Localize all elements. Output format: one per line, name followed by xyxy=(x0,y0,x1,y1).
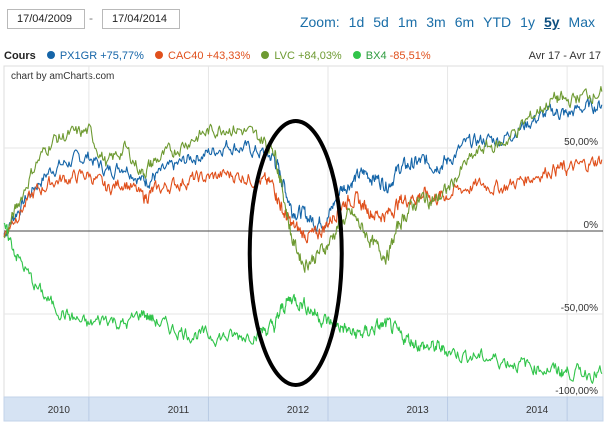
date-range-label: Avr 17 - Avr 17 xyxy=(528,50,601,62)
legend-marker-icon xyxy=(261,51,270,59)
zoom-label: Zoom: xyxy=(299,14,340,30)
legend-entry-bx4[interactable]: BX4 -85,51% xyxy=(352,50,431,62)
legend-change: -85,51% xyxy=(389,50,431,62)
y-axis-tick-label: -50,00% xyxy=(561,303,598,314)
zoom-6m[interactable]: 6m xyxy=(454,14,475,30)
x-axis-tick-label: 2011 xyxy=(168,405,190,416)
zoom-5y[interactable]: 5y xyxy=(543,14,560,30)
legend-marker-icon xyxy=(155,51,163,59)
legend: Cours PX1GR +75,77% CAC40 +43,33% LVC +8… xyxy=(4,50,439,62)
y-axis-tick-label: 50,00% xyxy=(564,137,598,148)
zoom-5d[interactable]: 5d xyxy=(373,14,389,30)
legend-label: BX4 xyxy=(365,50,387,62)
series-line-cac40 xyxy=(3,155,603,244)
zoom-1y[interactable]: 1y xyxy=(520,14,535,30)
zoom-max[interactable]: Max xyxy=(568,14,595,30)
legend-change: +75,77% xyxy=(100,50,144,62)
start-date-input[interactable]: 17/04/2009 xyxy=(7,9,85,29)
date-separator: - xyxy=(89,11,93,25)
y-axis-tick-label: 0% xyxy=(584,220,599,231)
zoom-ytd[interactable]: YTD xyxy=(483,14,512,30)
legend-change: +84,03% xyxy=(297,50,342,62)
toolbar: 17/04/2009 - 17/04/2014 Zoom: 1d 5d 1m 3m 6m Y… xyxy=(0,0,607,44)
series-line-lvc xyxy=(3,86,603,273)
x-axis-tick-label: 2010 xyxy=(48,405,71,416)
annotation-ellipse xyxy=(247,119,344,387)
legend-title: Cours xyxy=(4,50,36,62)
series-line-px1gr xyxy=(3,97,603,237)
zoom-1d[interactable]: 1d xyxy=(348,14,365,30)
legend-label: LVC xyxy=(274,50,295,62)
date-scrollbar[interactable] xyxy=(3,396,604,422)
legend-label: PX1GR xyxy=(59,50,98,62)
legend-entry-lvc[interactable]: LVC +84,03% xyxy=(261,50,342,62)
legend-entry-px1gr[interactable]: PX1GR +75,77% xyxy=(46,50,144,62)
zoom-3m[interactable]: 3m xyxy=(426,14,446,30)
x-axis-tick-label: 2014 xyxy=(526,405,549,416)
x-axis-tick-label: 2013 xyxy=(406,405,429,416)
legend-entry-cac40[interactable]: CAC40 +43,33% xyxy=(155,50,250,62)
legend-marker-icon xyxy=(46,51,55,59)
legend-label: CAC40 xyxy=(168,50,204,62)
y-axis-tick-label: -100,00% xyxy=(555,386,598,397)
chart-credit[interactable]: chart by amCharts.com xyxy=(11,71,115,82)
zoom-1m[interactable]: 1m xyxy=(397,14,418,30)
series-line-bx4 xyxy=(3,222,603,384)
zoom-controls: Zoom: 1d 5d 1m 3m 6m YTD 1y 5y Max xyxy=(300,14,595,30)
legend-change: +43,33% xyxy=(206,50,251,62)
legend-marker-icon xyxy=(352,51,361,59)
end-date-input[interactable]: 17/04/2014 xyxy=(102,9,180,29)
x-axis-tick-label: 2012 xyxy=(287,405,310,416)
